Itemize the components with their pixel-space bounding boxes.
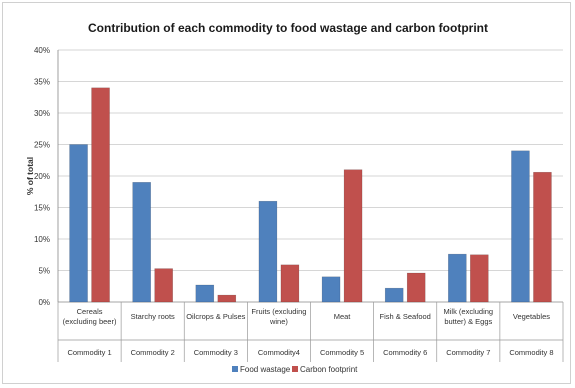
x-category-label: Fruits (excluding [251,307,306,316]
y-tick-label: 30% [34,109,50,118]
bar-food-wastage [69,144,88,303]
x-group-label: Commodity 7 [446,348,490,357]
legend-swatch [232,366,238,372]
x-category-label: butter) & Eggs [444,317,492,326]
bar-carbon-footprint [280,264,300,303]
x-category-label: wine) [269,317,288,326]
x-category-label: Cereals [77,307,103,316]
bar-carbon-footprint [343,169,363,303]
bar-carbon-footprint [470,254,489,303]
bar-food-wastage [384,287,404,303]
x-group-label: Commodity 1 [67,348,111,357]
x-group-label: Commodity 3 [194,348,238,357]
y-tick-label: 5% [38,267,50,276]
y-tick-label: 10% [34,235,50,244]
bar-food-wastage [511,150,530,303]
y-tick-label: 0% [38,298,50,307]
bar-food-wastage [321,276,341,303]
x-category-label: Oilcrops & Pulses [186,312,245,321]
x-category-label: Meat [334,312,352,321]
y-tick-label: 20% [34,172,50,181]
bar-food-wastage [258,200,278,303]
y-tick-label: 40% [34,46,50,55]
x-category-label: Fish & Seafood [380,312,431,321]
legend-label: Carbon footprint [300,365,358,374]
x-category-label: Vegetables [513,312,550,321]
bar-carbon-footprint [154,268,173,303]
x-group-label: Commodity 6 [383,348,427,357]
y-axis-title: % of total [25,157,35,195]
x-group-label: Commodity4 [258,348,300,357]
bar-food-wastage [132,182,151,303]
y-tick-label: 25% [34,141,50,150]
x-category-label: Starchy roots [131,312,175,321]
bar-carbon-footprint [533,171,552,303]
x-category-label: Milk (excluding [444,307,494,316]
y-tick-label: 15% [34,204,50,213]
x-group-label: Commodity 8 [509,348,553,357]
x-category-label: (excluding beer) [63,317,117,326]
legend-label: Food wastage [240,365,291,374]
legend-swatch [292,366,298,372]
y-tick-label: 35% [34,78,50,87]
chart-title: Contribution of each commodity to food w… [88,21,488,35]
x-group-label: Commodity 5 [320,348,364,357]
bar-food-wastage [195,284,215,303]
bar-carbon-footprint [217,294,237,303]
bar-carbon-footprint [406,272,426,303]
x-group-label: Commodity 2 [131,348,175,357]
bar-food-wastage [448,253,467,303]
bar-carbon-footprint [91,87,110,303]
